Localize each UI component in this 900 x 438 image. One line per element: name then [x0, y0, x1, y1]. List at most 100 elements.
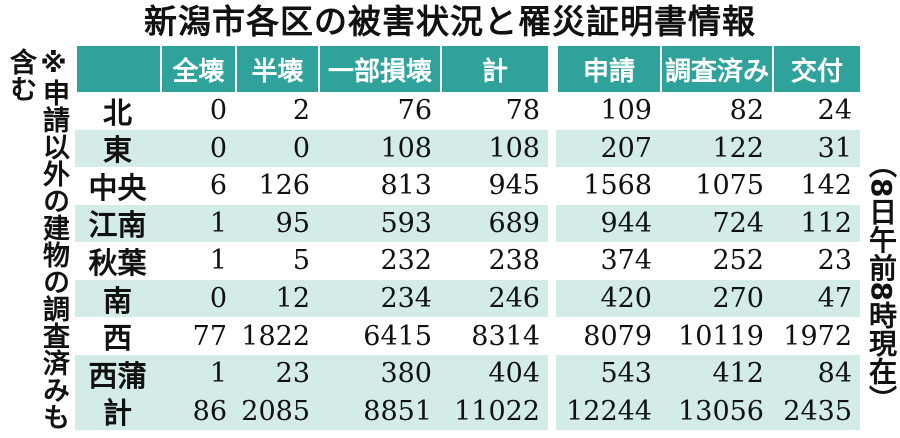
header-cell: 申請	[556, 46, 660, 92]
value-cell: 86	[192, 395, 227, 427]
row-bg	[75, 279, 548, 318]
value-cell: 1	[209, 207, 227, 239]
value-cell: 420	[600, 283, 652, 315]
value-cell: 238	[488, 245, 540, 277]
value-cell: 380	[380, 358, 432, 390]
row-bg	[556, 92, 860, 130]
value-cell: 232	[380, 245, 432, 277]
value-cell: 13056	[678, 395, 764, 427]
value-cell: 77	[192, 320, 227, 352]
value-cell: 109	[600, 95, 652, 127]
row-label: 計	[102, 396, 132, 431]
value-cell: 8314	[471, 320, 540, 352]
value-cell: 122	[712, 132, 764, 164]
row-bg	[75, 317, 548, 355]
value-cell: 1822	[241, 320, 310, 352]
value-cell: 31	[817, 132, 852, 164]
header-blank	[75, 46, 160, 92]
value-cell: 23	[275, 358, 310, 390]
note: ※申請以外の建物の調査済みも含む	[5, 48, 69, 430]
value-cell: 2085	[241, 395, 310, 427]
value-cell: 945	[488, 170, 540, 202]
row-bg	[556, 204, 860, 243]
value-cell: 47	[817, 283, 852, 315]
value-cell: 0	[209, 132, 227, 164]
value-cell: 12	[275, 283, 310, 315]
value-cell: 374	[600, 245, 652, 277]
row-bg	[556, 317, 860, 355]
row-bg	[75, 354, 548, 393]
row-label: 南	[102, 283, 132, 318]
value-cell: 724	[712, 207, 764, 239]
row-label: 中央	[88, 170, 147, 205]
value-cell: 412	[712, 358, 764, 390]
row-bg	[556, 242, 860, 280]
row-bg	[556, 129, 860, 168]
value-cell: 5	[292, 245, 310, 277]
value-cell: 944	[600, 207, 652, 239]
value-cell: 1	[209, 245, 227, 277]
value-cell: 234	[380, 283, 432, 315]
row-bg	[75, 204, 548, 243]
row-bg	[556, 392, 860, 430]
row-bg	[75, 167, 548, 205]
header-cell: 交付	[772, 46, 860, 92]
value-cell: 11022	[454, 395, 540, 427]
value-cell: 0	[292, 132, 310, 164]
value-cell: 10119	[678, 320, 764, 352]
value-cell: 2	[292, 95, 310, 127]
value-cell: 23	[817, 245, 852, 277]
row-bg	[75, 92, 548, 130]
row-label: 秋葉	[88, 246, 147, 280]
value-cell: 6	[209, 170, 227, 202]
value-cell: 207	[600, 132, 652, 164]
date-note: （8日午前8時現在）	[865, 150, 898, 413]
value-cell: 0	[209, 95, 227, 127]
value-cell: 8079	[583, 320, 652, 352]
row-bg	[75, 392, 548, 430]
value-cell: 24	[817, 95, 852, 127]
row-label: 西	[102, 321, 132, 356]
value-cell: 543	[600, 358, 652, 390]
value-cell: 246	[488, 283, 540, 315]
value-cell: 112	[800, 207, 852, 239]
value-cell: 126	[258, 170, 310, 202]
value-cell: 82	[729, 95, 764, 127]
value-cell: 84	[817, 358, 852, 390]
row-bg	[75, 129, 548, 168]
value-cell: 270	[712, 283, 764, 315]
value-cell: 78	[505, 95, 540, 127]
value-cell: 0	[209, 283, 227, 315]
row-bg	[75, 242, 548, 280]
header-cell: 全壊	[160, 46, 235, 92]
value-cell: 76	[397, 95, 432, 127]
value-cell: 108	[380, 132, 432, 164]
value-cell: 593	[380, 207, 432, 239]
header-cell: 半壊	[235, 46, 318, 92]
row-bg	[556, 354, 860, 393]
value-cell: 95	[275, 207, 310, 239]
value-cell: 404	[488, 358, 540, 390]
value-cell: 1568	[583, 170, 652, 202]
row-label: 西蒲	[88, 358, 147, 393]
row-label: 江南	[88, 208, 147, 243]
value-cell: 1075	[695, 170, 764, 202]
value-cell: 1972	[783, 320, 852, 352]
header-cell: 一部損壊	[318, 46, 440, 92]
value-cell: 142	[800, 170, 852, 202]
row-label: 東	[102, 133, 132, 168]
row-bg	[556, 167, 860, 205]
value-cell: 252	[712, 245, 764, 277]
row-label: 北	[102, 95, 132, 130]
value-cell: 8851	[363, 395, 432, 427]
value-cell: 813	[380, 170, 432, 202]
header-cell: 調査済み	[660, 46, 772, 92]
row-bg	[556, 279, 860, 318]
header-cell: 計	[440, 46, 548, 92]
value-cell: 689	[488, 207, 540, 239]
value-cell: 12244	[566, 395, 652, 427]
value-cell: 108	[488, 132, 540, 164]
value-cell: 1	[209, 358, 227, 390]
value-cell: 2435	[783, 395, 852, 427]
